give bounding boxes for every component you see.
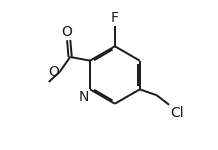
Text: N: N (79, 90, 89, 104)
Text: O: O (61, 25, 72, 39)
Text: F: F (111, 11, 119, 25)
Text: Cl: Cl (170, 106, 184, 120)
Text: O: O (48, 65, 59, 79)
